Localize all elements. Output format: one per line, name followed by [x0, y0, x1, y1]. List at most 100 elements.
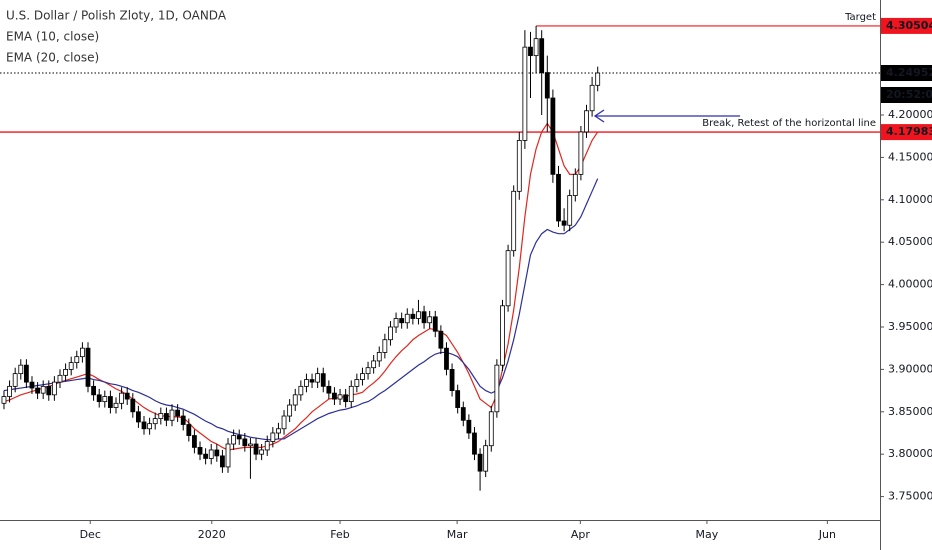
- candle-body: [584, 110, 589, 133]
- candle-body: [214, 449, 220, 457]
- candle-body: [40, 385, 46, 394]
- candle-body: [533, 38, 539, 57]
- legend-entry: EMA (20, close): [6, 51, 99, 65]
- candle-body: [287, 404, 293, 417]
- x-tick-label: Mar: [447, 528, 468, 541]
- x-tick-label: Feb: [330, 528, 349, 541]
- candle-body: [85, 347, 91, 387]
- candle-body: [365, 367, 371, 375]
- candle-body: [169, 409, 175, 421]
- candle-body: [427, 316, 433, 324]
- candle-body: [393, 318, 399, 328]
- candle-body: [360, 373, 365, 380]
- candle-body: [1, 396, 7, 404]
- candle-body: [220, 455, 225, 468]
- candle-body: [164, 413, 169, 421]
- candle-body: [68, 362, 74, 370]
- candle-body: [399, 318, 405, 324]
- candle-body: [421, 311, 427, 324]
- candle-body: [460, 407, 466, 421]
- candle-body: [315, 373, 321, 383]
- candle-body: [136, 411, 141, 423]
- candle-body: [7, 385, 12, 397]
- candle-body: [186, 424, 192, 436]
- arrow-head: [593, 109, 605, 123]
- y-tick-label: 4.00000: [888, 278, 932, 291]
- candle-body: [231, 435, 237, 445]
- candle-body: [500, 305, 505, 366]
- candle-body: [276, 428, 281, 434]
- x-tick-label: May: [696, 528, 719, 541]
- candle-body: [516, 140, 522, 192]
- candle-body: [561, 220, 567, 226]
- candle-body: [572, 173, 578, 196]
- candle-body: [376, 352, 382, 362]
- candle-body: [298, 385, 304, 396]
- candle-body: [348, 385, 354, 403]
- candle-body: [410, 313, 416, 319]
- candle-body: [567, 195, 573, 226]
- candle-body: [578, 131, 584, 175]
- candle-body: [18, 364, 24, 375]
- x-tick-label: Dec: [80, 528, 101, 541]
- candle-body: [113, 402, 119, 408]
- candle-body: [304, 379, 309, 387]
- candle-body: [320, 373, 326, 387]
- y-tick-label: 3.85000: [888, 405, 932, 418]
- x-tick-label: 2020: [198, 528, 226, 541]
- candle-body: [332, 392, 337, 400]
- target-price-text: 4.30504: [886, 19, 932, 32]
- candle-body: [259, 449, 265, 455]
- candle-body: [242, 438, 248, 447]
- candle-body: [51, 381, 57, 396]
- target-label: Target: [844, 12, 876, 23]
- candle-body: [63, 368, 68, 376]
- candle-body: [29, 381, 35, 389]
- candle-body: [203, 453, 209, 459]
- candle-body: [309, 379, 315, 383]
- candle-body: [79, 347, 85, 358]
- candle-body: [382, 339, 388, 353]
- candle-body: [74, 356, 80, 364]
- candle-body: [292, 394, 298, 406]
- candle-body: [46, 385, 52, 396]
- candle-body: [466, 419, 472, 434]
- countdown-box: [881, 86, 932, 103]
- candle-body: [337, 394, 343, 400]
- y-tick-label: 4.20000: [888, 108, 932, 121]
- candle-body: [96, 394, 102, 403]
- candle-body: [449, 368, 455, 391]
- candle-body: [141, 421, 147, 430]
- candle-body: [208, 449, 214, 459]
- candle-body: [124, 392, 130, 400]
- candle-body: [371, 360, 377, 369]
- candle-body: [444, 347, 449, 370]
- candle-body: [522, 46, 528, 141]
- candle-body: [225, 443, 231, 468]
- candle-body: [595, 72, 601, 86]
- y-tick-label: 4.10000: [888, 193, 932, 206]
- level-price-text: 4.17983: [886, 125, 932, 138]
- chart-title: U.S. Dollar / Polish Zloty, 1D, OANDA: [6, 9, 227, 23]
- candle-body: [264, 441, 270, 451]
- candle-body: [511, 190, 517, 252]
- countdown-text: 20:52:07: [886, 88, 932, 101]
- y-tick-label: 3.80000: [888, 447, 932, 460]
- level-label: Break, Retest of the horizontal line: [702, 118, 876, 129]
- y-tick-label: 3.90000: [888, 362, 932, 375]
- candle-body: [326, 385, 332, 394]
- candle-body: [192, 435, 197, 448]
- candle-body: [505, 250, 511, 307]
- target-price-box: [881, 17, 932, 34]
- candle-body: [57, 374, 63, 383]
- candle-body: [432, 316, 438, 332]
- candle-body: [438, 330, 444, 349]
- candle-body: [180, 415, 186, 425]
- candle-body: [91, 385, 96, 396]
- candle-body: [23, 364, 29, 383]
- candle-body: [354, 379, 360, 387]
- candle-body: [494, 364, 500, 413]
- candle-body: [102, 396, 108, 403]
- candle-body: [281, 415, 287, 430]
